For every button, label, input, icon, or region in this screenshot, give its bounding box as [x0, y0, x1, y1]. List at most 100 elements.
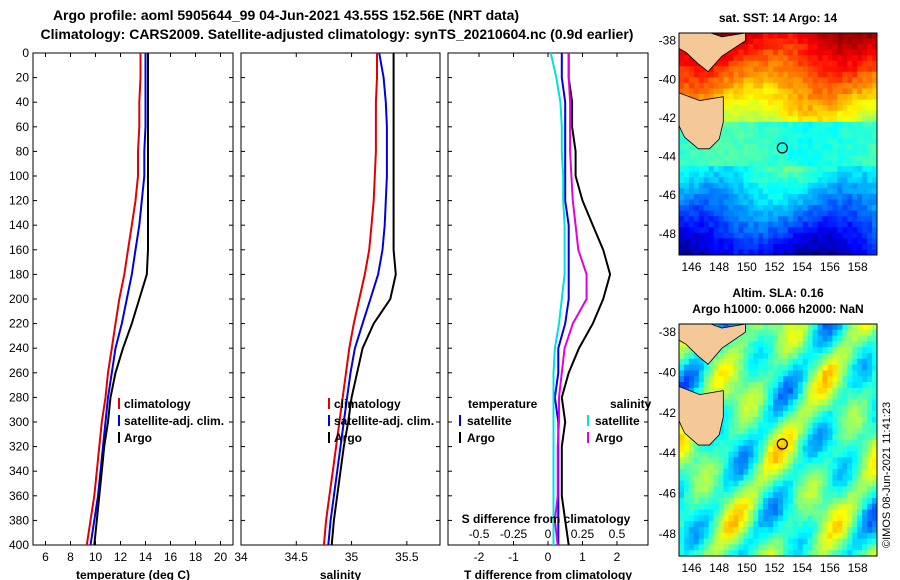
- map-cell: [698, 171, 705, 178]
- map-cell: [827, 492, 833, 499]
- map-cell: [792, 33, 799, 40]
- map-cell: [797, 110, 804, 117]
- map-cell: [807, 66, 814, 73]
- map-cell: [837, 544, 843, 551]
- map-cell: [718, 532, 725, 540]
- map-cell: [763, 532, 769, 540]
- map-cell: [684, 138, 690, 145]
- map-cell: [787, 60, 794, 67]
- map-cell: [693, 149, 700, 156]
- map-cell: [832, 99, 838, 106]
- secondary-tick-label: -0.5: [469, 527, 490, 541]
- map-cell: [718, 382, 725, 389]
- map-cell: [837, 411, 843, 418]
- map-cell: [738, 370, 744, 377]
- map-cell: [723, 521, 729, 528]
- map-cell: [792, 49, 799, 56]
- map-cell: [688, 492, 695, 499]
- map-cell: [832, 376, 838, 383]
- map-cell: [748, 469, 754, 476]
- map-cell: [738, 416, 744, 424]
- mainland-landmass: [678, 32, 746, 73]
- map-cell: [778, 193, 784, 200]
- map-cell: [693, 177, 700, 184]
- map-cell: [783, 99, 789, 106]
- map-cell: [867, 382, 873, 389]
- map-cell: [778, 55, 784, 62]
- map-cell: [797, 538, 804, 545]
- map-cell: [703, 492, 710, 499]
- map-cell: [773, 160, 779, 167]
- map-cell: [758, 370, 764, 377]
- map-cell: [733, 82, 739, 89]
- map-cell: [807, 469, 814, 476]
- map-cell: [728, 364, 734, 371]
- map-cell: [783, 94, 789, 101]
- map-cell: [768, 457, 774, 464]
- map-cell: [837, 451, 843, 458]
- map-cell: [748, 399, 754, 406]
- map-cell: [718, 353, 725, 360]
- map-cell: [688, 221, 695, 228]
- map-cell: [827, 105, 833, 112]
- map-cell: [693, 527, 700, 534]
- map-cell: [748, 160, 754, 167]
- map-cell: [832, 509, 838, 516]
- map-cell: [872, 422, 878, 429]
- map-cell: [778, 227, 784, 234]
- map-cell: [792, 210, 799, 217]
- map-cell: [837, 160, 843, 167]
- map-cell: [797, 193, 804, 200]
- map-cell: [758, 469, 764, 476]
- map-cell: [817, 440, 824, 447]
- map-cell: [842, 77, 848, 84]
- map-cell: [847, 411, 853, 418]
- longitude-label: 146: [681, 561, 701, 575]
- map-cell: [787, 434, 794, 441]
- map-cell: [792, 88, 799, 95]
- map-cell: [743, 60, 749, 67]
- map-cell: [728, 405, 734, 412]
- map-cell: [778, 44, 784, 51]
- map-cell: [684, 188, 690, 195]
- map-cell: [792, 232, 799, 239]
- map-cell: [802, 88, 809, 95]
- map-cell: [753, 49, 759, 56]
- map-cell: [807, 232, 814, 239]
- map-cell: [773, 480, 779, 487]
- map-cell: [728, 532, 734, 540]
- map-cell: [867, 66, 873, 73]
- map-cell: [763, 55, 769, 62]
- map-cell: [778, 474, 784, 482]
- map-cell: [832, 82, 838, 89]
- map-cell: [778, 527, 784, 534]
- map-cell: [748, 177, 754, 184]
- map-cell: [703, 550, 710, 557]
- map-cell: [688, 550, 695, 557]
- map-cell: [807, 38, 814, 45]
- map-cell: [778, 38, 784, 45]
- map-cell: [792, 445, 799, 453]
- map-cell: [743, 411, 749, 418]
- map-cell: [852, 486, 858, 493]
- map-cell: [857, 486, 863, 493]
- map-cell: [738, 121, 744, 128]
- map-cell: [827, 457, 833, 464]
- map-cell: [778, 376, 784, 383]
- map-cell: [842, 155, 848, 162]
- map-cell: [842, 364, 848, 371]
- map-cell: [837, 138, 843, 145]
- map-cell: [713, 193, 720, 200]
- map-cell: [738, 411, 744, 418]
- map-cell: [773, 544, 779, 551]
- map-cell: [728, 216, 734, 223]
- map-cell: [797, 243, 804, 250]
- map-cell: [778, 364, 784, 371]
- map-cell: [792, 434, 799, 441]
- map-cell: [783, 451, 789, 458]
- map-cell: [837, 492, 843, 499]
- map-cell: [748, 182, 754, 189]
- map-cell: [847, 49, 853, 56]
- map-cell: [778, 544, 784, 551]
- map-cell: [792, 155, 799, 162]
